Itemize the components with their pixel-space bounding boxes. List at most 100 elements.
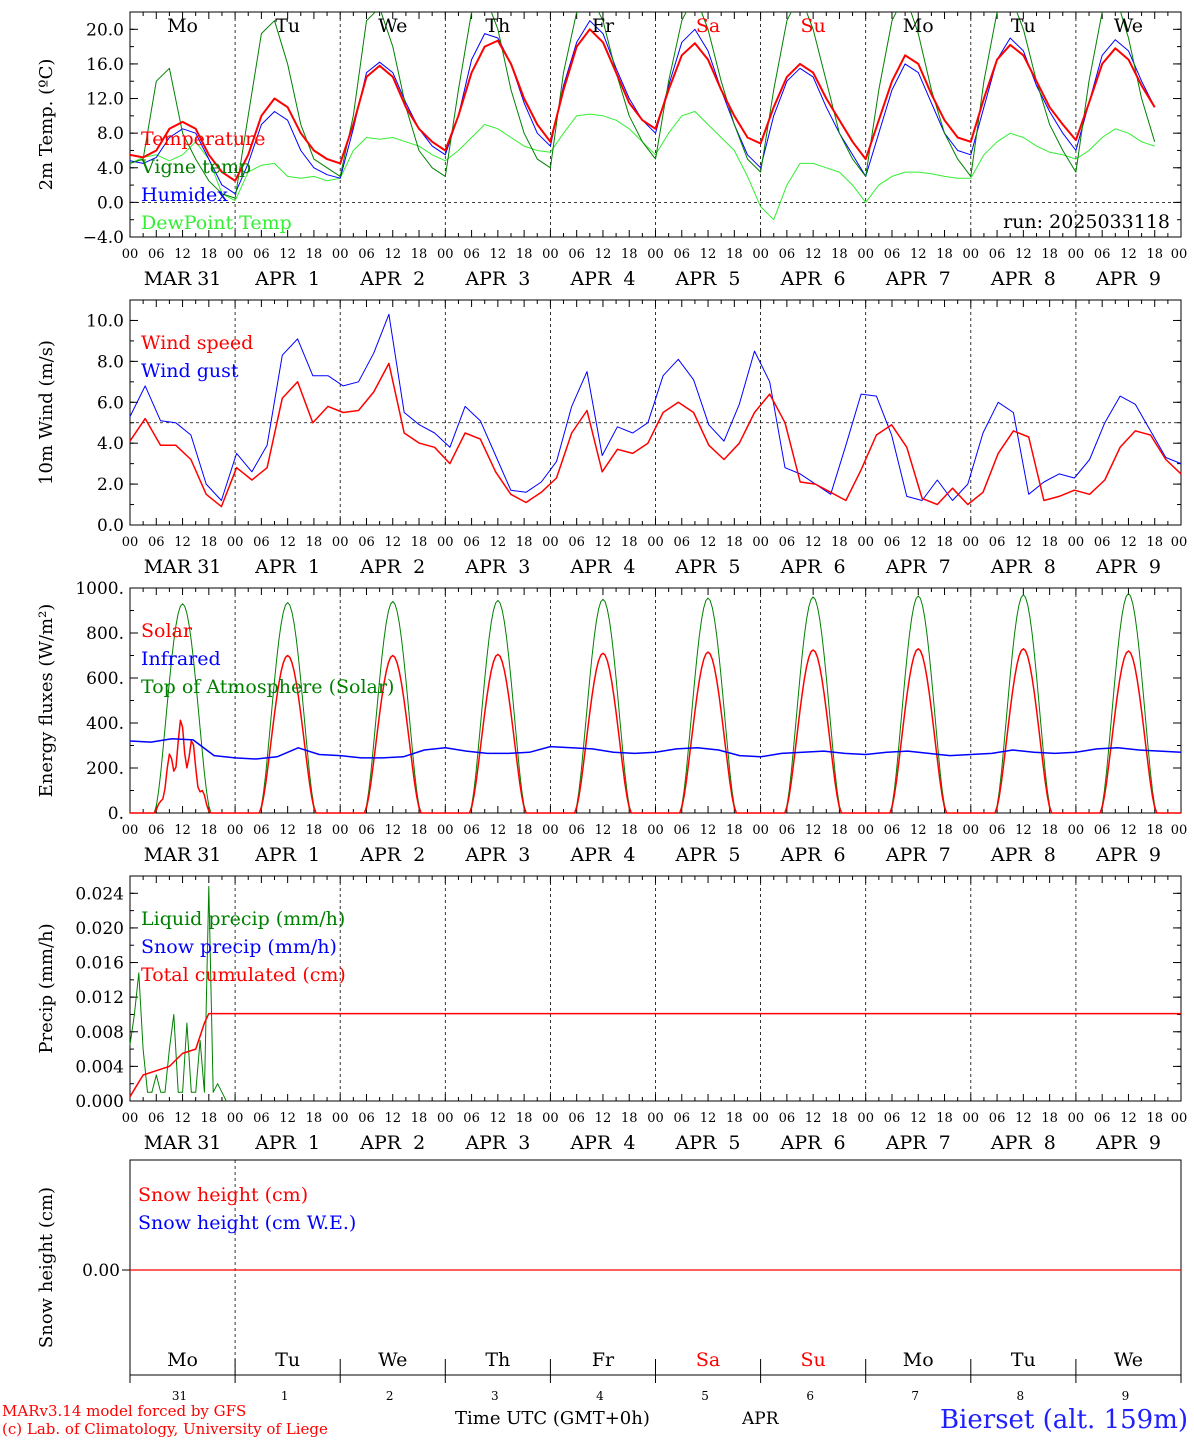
hour-tick-label: 18 bbox=[726, 247, 743, 262]
hour-tick-label: 00 bbox=[752, 535, 769, 550]
hour-tick-label: 00 bbox=[437, 1111, 454, 1126]
hour-tick-label: 00 bbox=[1068, 535, 1085, 550]
legend-entry: Infrared bbox=[141, 648, 221, 670]
hour-tick-label: 12 bbox=[595, 535, 612, 550]
hour-tick-label: 18 bbox=[831, 823, 848, 838]
date-label: APR 6 bbox=[780, 556, 846, 578]
hour-tick-label: 18 bbox=[726, 823, 743, 838]
hour-tick-label: 00 bbox=[227, 247, 244, 262]
precip-panel: 00 06 12 18 00 06 12 18 00 06 12 18 00 06 12 18 00 06 12 18… bbox=[36, 875, 1187, 1154]
hour-tick-label: 00 bbox=[227, 823, 244, 838]
hour-tick-label: 18 bbox=[306, 823, 323, 838]
hour-tick-label: 12 bbox=[910, 1111, 927, 1126]
hour-tick-label: 12 bbox=[805, 823, 822, 838]
footer-month-label: APR bbox=[741, 1409, 780, 1429]
date-label: APR 5 bbox=[675, 1132, 741, 1154]
hour-tick-label: 06 bbox=[674, 823, 691, 838]
series-line-wind-speed bbox=[129, 362, 1182, 508]
weekday-label: Mo bbox=[167, 1349, 198, 1371]
hour-tick-label: 12 bbox=[805, 1111, 822, 1126]
day-number-label: 8 bbox=[1017, 1389, 1025, 1403]
date-label: APR 3 bbox=[464, 844, 530, 866]
hour-tick-label: 06 bbox=[989, 1111, 1006, 1126]
day-number-label: 9 bbox=[1122, 1389, 1130, 1403]
day-number-label: 3 bbox=[491, 1389, 499, 1403]
hour-tick-label: 18 bbox=[621, 1111, 638, 1126]
hour-tick-label: 06 bbox=[568, 1111, 585, 1126]
hour-tick-label: 18 bbox=[621, 823, 638, 838]
wind-panel: 00 06 12 18 00 06 12 18 00 06 12 18 00 06 12 18 00 06 12 18… bbox=[36, 299, 1187, 578]
hour-tick-label: 12 bbox=[490, 1111, 507, 1126]
hour-tick-label: 06 bbox=[253, 1111, 270, 1126]
y-axis-label: Precip (mm/h) bbox=[36, 923, 57, 1053]
hour-tick-label: 00 bbox=[332, 1111, 349, 1126]
hour-tick-label: 12 bbox=[1120, 247, 1137, 262]
date-label: APR 8 bbox=[990, 268, 1056, 290]
plot-frame bbox=[129, 587, 1182, 814]
date-label: APR 3 bbox=[464, 268, 530, 290]
y-tick-label: 2.0 bbox=[97, 475, 124, 495]
hour-tick-label: 06 bbox=[148, 823, 165, 838]
hour-tick-label: 12 bbox=[490, 823, 507, 838]
y-tick-label: 0.012 bbox=[75, 988, 124, 1008]
series-line-total-cumulated bbox=[129, 1012, 1181, 1098]
hour-tick-label: 00 bbox=[1171, 823, 1188, 838]
hour-tick-label: 06 bbox=[568, 823, 585, 838]
hour-tick-label: 00 bbox=[122, 247, 139, 262]
y-tick-label: 0.000 bbox=[75, 1092, 124, 1112]
hour-tick-label: 06 bbox=[1094, 823, 1111, 838]
hour-tick-label: 12 bbox=[490, 247, 507, 262]
date-label: APR 2 bbox=[359, 556, 425, 578]
hour-tick-label: 06 bbox=[674, 247, 691, 262]
hour-tick-label: 00 bbox=[542, 535, 559, 550]
hour-tick-label: 18 bbox=[201, 1111, 218, 1126]
hour-tick-label: 00 bbox=[647, 823, 664, 838]
hour-tick-label: 18 bbox=[201, 535, 218, 550]
weekday-label: Sa bbox=[696, 15, 720, 37]
hour-tick-label: 00 bbox=[437, 535, 454, 550]
hour-tick-label: 12 bbox=[700, 247, 717, 262]
hour-tick-label: 12 bbox=[279, 823, 296, 838]
hour-tick-label: 06 bbox=[779, 535, 796, 550]
hour-tick-label: 00 bbox=[752, 247, 769, 262]
hour-tick-label: 12 bbox=[700, 535, 717, 550]
hour-tick-label: 00 bbox=[122, 1111, 139, 1126]
hour-tick-label: 18 bbox=[516, 1111, 533, 1126]
date-label: APR 6 bbox=[780, 1132, 846, 1154]
y-tick-label: 8.0 bbox=[97, 124, 124, 144]
hour-tick-label: 12 bbox=[700, 823, 717, 838]
date-label: APR 7 bbox=[885, 556, 951, 578]
hour-tick-label: 00 bbox=[1068, 1111, 1085, 1126]
weekday-label: Sa bbox=[696, 1349, 720, 1371]
y-tick-label: 400. bbox=[86, 714, 124, 734]
day-number-label: 7 bbox=[911, 1389, 919, 1403]
hour-tick-label: 18 bbox=[516, 247, 533, 262]
hour-tick-label: 12 bbox=[1120, 535, 1137, 550]
y-tick-label: 20.0 bbox=[86, 20, 124, 40]
hour-tick-label: 00 bbox=[332, 823, 349, 838]
hour-tick-label: 00 bbox=[542, 247, 559, 262]
hour-tick-label: 18 bbox=[1146, 247, 1163, 262]
hour-tick-label: 06 bbox=[779, 1111, 796, 1126]
temperature-series bbox=[130, 12, 1156, 221]
hour-tick-label: 18 bbox=[726, 1111, 743, 1126]
hour-tick-label: 12 bbox=[1015, 1111, 1032, 1126]
y-tick-label: 0.020 bbox=[75, 919, 124, 939]
date-label: APR 3 bbox=[464, 1132, 530, 1154]
y-tick-label: 0.008 bbox=[75, 1023, 124, 1043]
footer-model-text: MARv3.14 model forced by GFS bbox=[2, 1402, 246, 1420]
y-tick-label: 4.0 bbox=[97, 159, 124, 179]
date-label: APR 8 bbox=[990, 556, 1056, 578]
hour-tick-label: 06 bbox=[358, 1111, 375, 1126]
series-line-liquid-precip bbox=[129, 885, 227, 1102]
hour-tick-label: 00 bbox=[963, 247, 980, 262]
y-tick-label: 0.0 bbox=[97, 516, 124, 536]
hour-tick-label: 12 bbox=[910, 823, 927, 838]
hour-tick-label: 12 bbox=[384, 1111, 401, 1126]
hour-tick-label: 06 bbox=[989, 535, 1006, 550]
hour-tick-label: 18 bbox=[411, 247, 428, 262]
hour-tick-label: 00 bbox=[752, 823, 769, 838]
y-tick-label: 0. bbox=[108, 804, 124, 824]
hour-tick-label: 00 bbox=[647, 247, 664, 262]
hour-tick-label: 00 bbox=[857, 1111, 874, 1126]
